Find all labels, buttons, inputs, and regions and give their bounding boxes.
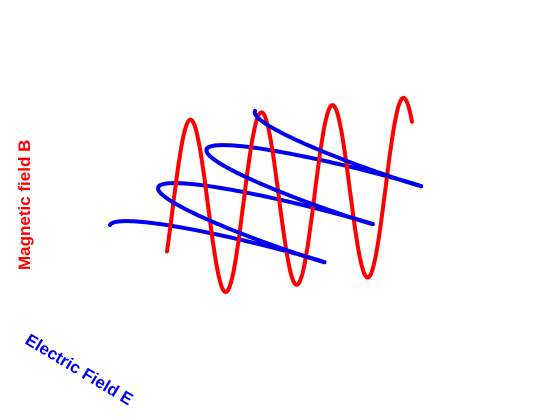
electric-field-label: Electric Field E bbox=[22, 330, 136, 409]
electric-field-front-segment bbox=[252, 109, 424, 189]
electric-field-back-segment bbox=[156, 181, 375, 227]
electric-field-front-segment bbox=[204, 146, 375, 227]
magnetic-field-label: Magnetic field B bbox=[15, 140, 34, 270]
magnetic-field-wave bbox=[165, 95, 414, 294]
electric-field-back-segment bbox=[108, 219, 327, 265]
electric-field-wave-front bbox=[108, 109, 424, 265]
electric-field-front-segment bbox=[156, 184, 327, 265]
